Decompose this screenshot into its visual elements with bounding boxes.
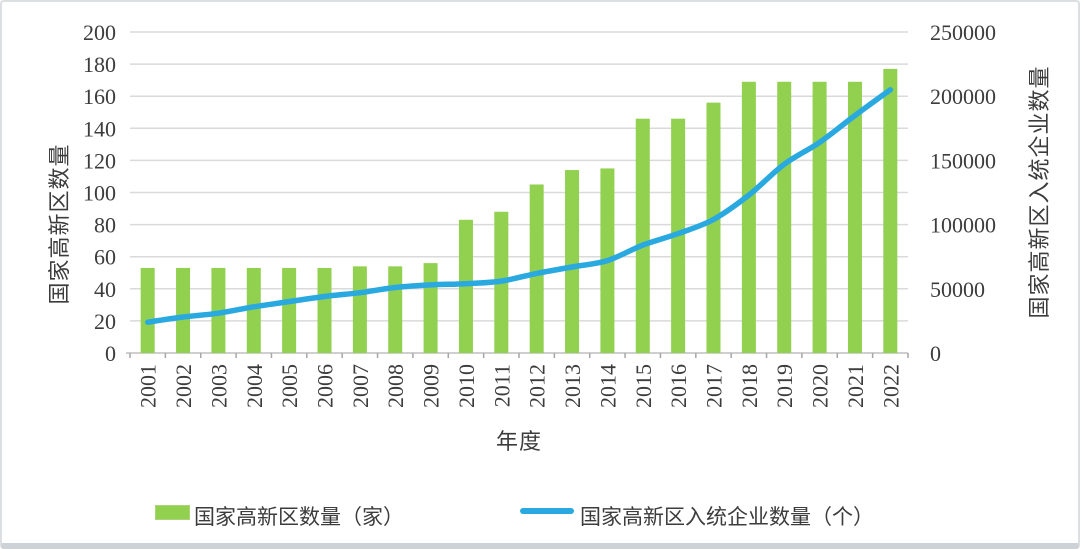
left-axis-tick-label: 200 [83,20,116,45]
right-axis-tick-label: 200000 [930,84,996,109]
bar-2012 [529,184,544,353]
x-tick-label-2017: 2017 [702,364,727,408]
x-tick-label-2012: 2012 [525,364,550,408]
bar-2018 [741,81,756,353]
bar-2020 [812,81,827,353]
bar-2017 [706,102,721,354]
bar-2015 [635,118,650,353]
x-tick-label-2015: 2015 [631,364,656,408]
legend-bar-label: 国家高新区数量（家） [194,505,404,529]
x-tick-label-2014: 2014 [595,364,620,408]
bar-2021 [847,81,862,353]
right-axis-tick-label: 250000 [930,20,996,45]
bar-2006 [317,267,332,353]
x-tick-label-2007: 2007 [348,364,373,408]
left-axis-tick-label: 80 [94,213,116,238]
x-tick-label-2010: 2010 [454,364,479,408]
right-axis-tick-label: 50000 [930,277,985,302]
bar-2009 [423,263,438,353]
left-axis-tick-label: 40 [94,277,116,302]
right-axis-tick-label: 0 [930,341,941,366]
x-tick-label-2008: 2008 [383,364,408,408]
x-tick-label-2002: 2002 [171,364,196,408]
legend-line-label: 国家高新区入统企业数量（个） [580,505,874,529]
left-axis-tick-label: 20 [94,309,116,334]
line-series [144,87,894,325]
right-axis-title: 国家高新区入统企业数量 [1027,65,1052,319]
x-tick-label-2020: 2020 [808,364,833,408]
left-axis-tick-label: 140 [83,116,116,141]
x-tick-label-2011: 2011 [489,364,514,407]
x-tick-label-2016: 2016 [666,364,691,408]
left-axis-tick-label: 0 [105,341,116,366]
bar-2008 [388,266,403,353]
bar-2005 [282,267,297,353]
left-axis-tick-label: 60 [94,245,116,270]
x-tick-label-2021: 2021 [843,364,868,408]
right-axis-tick-label: 150000 [930,148,996,173]
bar-2004 [246,267,261,353]
x-tick-label-2003: 2003 [206,364,231,408]
bar-2013 [565,170,580,353]
bar-2001 [140,267,155,353]
x-tick-label-2005: 2005 [277,364,302,408]
x-tick-label-2013: 2013 [560,364,585,408]
x-tick-label-2006: 2006 [313,364,338,408]
bar-2022 [883,68,898,353]
left-axis-tick-label: 100 [83,181,116,206]
x-tick-label-2001: 2001 [136,364,161,408]
bar-2019 [777,81,792,353]
x-tick-label-2019: 2019 [772,364,797,408]
legend-line-swatch [520,508,574,514]
bar-2002 [176,267,191,353]
left-axis-tick-label: 180 [83,52,116,77]
right-axis-tick-label: 100000 [930,213,996,238]
bar-2007 [352,266,367,353]
legend-bar-swatch [155,505,190,520]
x-tick-label-2004: 2004 [242,364,267,408]
x-tick-label-2009: 2009 [419,364,444,408]
left-axis-title: 国家高新区数量 [47,143,72,305]
left-axis-tick-label: 160 [83,84,116,109]
left-axis-tick-label: 120 [83,148,116,173]
x-tick-label-2018: 2018 [737,364,762,408]
x-tick-label-2022: 2022 [878,364,903,408]
x-axis-title: 年度 [495,429,543,454]
